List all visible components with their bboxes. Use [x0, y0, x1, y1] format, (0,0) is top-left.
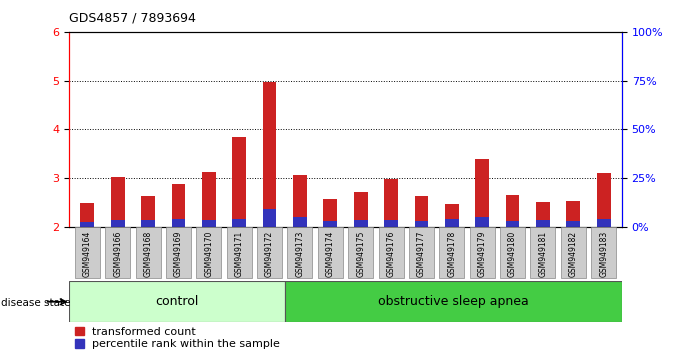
FancyBboxPatch shape — [470, 227, 495, 278]
Bar — [293, 217, 307, 227]
Bar — [567, 201, 580, 227]
FancyBboxPatch shape — [409, 227, 434, 278]
Bar — [111, 220, 124, 227]
Text: GSM949178: GSM949178 — [447, 231, 456, 277]
Bar — [567, 221, 580, 227]
Bar — [232, 219, 246, 227]
FancyBboxPatch shape — [196, 227, 221, 278]
Text: control: control — [155, 295, 198, 308]
Bar — [597, 173, 611, 227]
Text: GSM949174: GSM949174 — [326, 231, 335, 277]
Text: GSM949181: GSM949181 — [538, 231, 547, 277]
Text: disease state: disease state — [1, 298, 71, 308]
Text: GSM949180: GSM949180 — [508, 231, 517, 277]
Text: GSM949173: GSM949173 — [296, 231, 305, 277]
Legend: transformed count, percentile rank within the sample: transformed count, percentile rank withi… — [75, 327, 281, 349]
FancyBboxPatch shape — [561, 227, 586, 278]
FancyBboxPatch shape — [531, 227, 556, 278]
Bar — [475, 217, 489, 227]
Bar — [536, 202, 550, 227]
Bar — [232, 137, 246, 227]
Bar — [141, 196, 155, 227]
Bar — [80, 222, 94, 227]
Bar — [263, 81, 276, 227]
Text: GSM949175: GSM949175 — [356, 231, 365, 277]
Text: GSM949179: GSM949179 — [477, 231, 486, 277]
Bar — [536, 220, 550, 227]
FancyBboxPatch shape — [257, 227, 282, 278]
FancyBboxPatch shape — [439, 227, 464, 278]
Bar — [141, 220, 155, 227]
Text: GSM949164: GSM949164 — [83, 231, 92, 277]
FancyBboxPatch shape — [135, 227, 160, 278]
Bar — [323, 221, 337, 227]
Bar — [80, 203, 94, 227]
Bar — [171, 219, 185, 227]
FancyBboxPatch shape — [348, 227, 373, 278]
FancyBboxPatch shape — [69, 281, 285, 322]
Text: GSM949182: GSM949182 — [569, 231, 578, 277]
Text: GSM949176: GSM949176 — [386, 231, 395, 277]
Text: GDS4857 / 7893694: GDS4857 / 7893694 — [69, 12, 196, 25]
Bar — [171, 184, 185, 227]
Bar — [111, 177, 124, 227]
FancyBboxPatch shape — [285, 281, 622, 322]
Bar — [354, 220, 368, 227]
Bar — [506, 221, 520, 227]
FancyBboxPatch shape — [75, 227, 100, 278]
Bar — [293, 176, 307, 227]
Bar — [384, 179, 398, 227]
FancyBboxPatch shape — [591, 227, 616, 278]
FancyBboxPatch shape — [500, 227, 525, 278]
FancyBboxPatch shape — [318, 227, 343, 278]
Bar — [263, 209, 276, 227]
Bar — [445, 204, 459, 227]
Text: GSM949171: GSM949171 — [235, 231, 244, 277]
FancyBboxPatch shape — [227, 227, 252, 278]
Bar — [506, 195, 520, 227]
Text: GSM949177: GSM949177 — [417, 231, 426, 277]
Bar — [354, 193, 368, 227]
Bar — [597, 219, 611, 227]
Bar — [415, 221, 428, 227]
Text: GSM949170: GSM949170 — [205, 231, 214, 277]
Text: obstructive sleep apnea: obstructive sleep apnea — [378, 295, 529, 308]
Bar — [202, 220, 216, 227]
FancyBboxPatch shape — [105, 227, 130, 278]
FancyBboxPatch shape — [166, 227, 191, 278]
Text: GSM949168: GSM949168 — [144, 231, 153, 277]
Bar — [202, 172, 216, 227]
Text: GSM949169: GSM949169 — [174, 231, 183, 277]
Text: GSM949166: GSM949166 — [113, 231, 122, 277]
Text: GSM949183: GSM949183 — [599, 231, 608, 277]
Bar — [445, 219, 459, 227]
Bar — [384, 220, 398, 227]
Bar — [323, 199, 337, 227]
Text: GSM949172: GSM949172 — [265, 231, 274, 277]
Bar — [475, 159, 489, 227]
Bar — [415, 196, 428, 227]
FancyBboxPatch shape — [379, 227, 404, 278]
FancyBboxPatch shape — [287, 227, 312, 278]
